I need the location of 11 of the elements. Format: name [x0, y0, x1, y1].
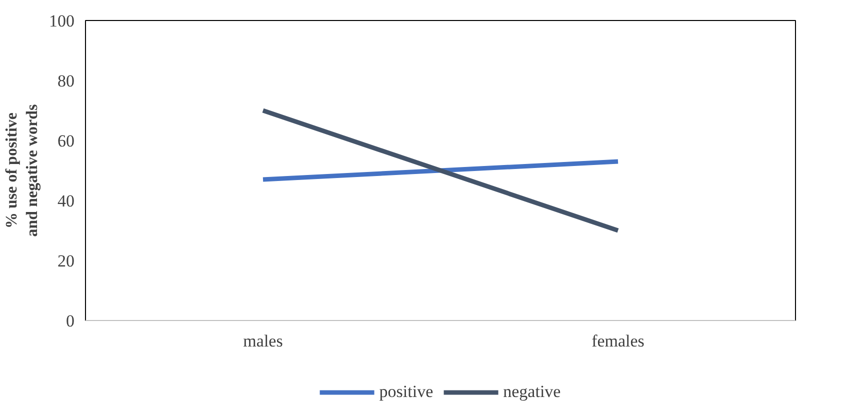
y-axis-title: % use of positive and negative words [4, 104, 41, 237]
y-tick-label: 100 [49, 12, 74, 30]
x-tick-label: females [592, 332, 644, 350]
x-tick-label: males [243, 332, 283, 350]
y-tick-label: 80 [58, 72, 74, 90]
legend-label: negative [503, 382, 561, 402]
y-tick-label: 20 [58, 252, 74, 270]
legend-label: positive [379, 382, 434, 402]
y-tick-label: 60 [58, 132, 74, 150]
y-tick-label: 40 [58, 192, 74, 210]
y-tick-label: 0 [66, 312, 74, 330]
